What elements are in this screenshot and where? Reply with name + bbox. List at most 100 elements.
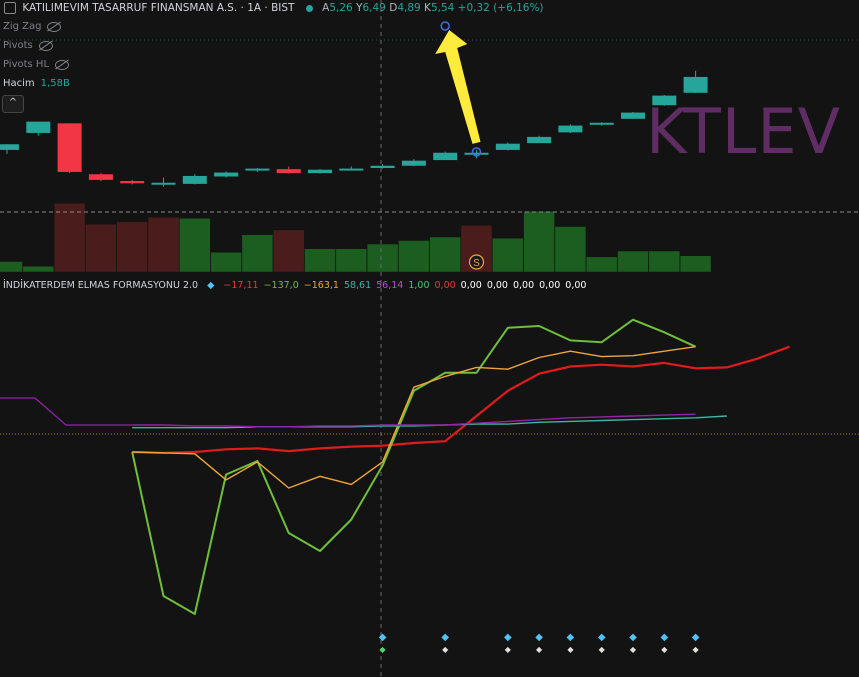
volume-label: Hacim — [3, 78, 35, 89]
candle-body — [0, 144, 19, 150]
candle-body — [88, 174, 113, 180]
series-purple — [132, 413, 696, 428]
candle-body — [652, 95, 677, 106]
overlay-label: Pivots HL — [3, 59, 50, 70]
candle-body — [214, 172, 239, 177]
indicator-title: İNDİKATERDEM ELMAS FORMASYONU 2.0 — [3, 280, 199, 291]
close-value: 5,54 — [430, 2, 455, 14]
volume-bar — [53, 202, 86, 273]
exchange-icon — [4, 2, 16, 14]
diamond-signal-marker: ◆ — [442, 645, 449, 654]
diamond-signal-icon: ◆ — [598, 632, 606, 643]
zigzag-point — [440, 21, 450, 31]
overlay-pivots-hl[interactable]: Pivots HL — [3, 59, 70, 70]
candle-body — [370, 165, 395, 169]
volume-value: 1,58B — [40, 78, 70, 89]
candle-body — [495, 143, 520, 150]
diamond-signal-marker: ◆ — [630, 645, 637, 654]
change-value: +0,32 (+6,16%) — [457, 2, 544, 14]
overlay-label: Zig Zag — [3, 21, 42, 32]
diamond-signal-icon: ◆ — [660, 632, 668, 643]
series-orange — [132, 346, 696, 489]
low-label: D — [389, 2, 398, 14]
series-purple-prefix — [0, 397, 133, 426]
diamond-signal-icon: ◆ — [441, 632, 449, 643]
volume-bar — [523, 211, 555, 273]
candle-body — [589, 122, 614, 125]
volume-bar — [116, 221, 148, 273]
volume-bar — [366, 243, 399, 273]
indicator-value: 1,00 — [408, 280, 430, 291]
candle-body — [683, 76, 708, 93]
low-value: 4,89 — [397, 2, 421, 14]
volume-bar — [0, 261, 23, 273]
diamond-signal-marker: ◆ — [380, 645, 387, 654]
diamond-signal-icon: ◆ — [629, 632, 637, 643]
indicator-value: 56,14 — [376, 280, 404, 291]
diamond-signal-marker: ◆ — [599, 645, 606, 654]
overlay-pivots[interactable]: Pivots — [3, 40, 53, 51]
diamond-signal-icon: ◆ — [567, 632, 575, 643]
candle-body — [308, 169, 332, 174]
zigzag-point — [471, 147, 482, 157]
collapse-button[interactable]: ^ — [2, 95, 24, 113]
annotation-arrow — [435, 30, 481, 144]
eye-off-icon[interactable] — [38, 40, 53, 51]
diamond-signal-icon: ◆ — [535, 632, 543, 643]
indicator-value: 0,00 — [512, 280, 535, 291]
volume-bar — [679, 255, 712, 273]
candle-body — [245, 168, 270, 171]
watermark: KTLEV — [646, 95, 841, 168]
series-green — [131, 318, 697, 615]
indicator-value: −137,0 — [263, 280, 299, 291]
candle-body — [527, 136, 552, 144]
candle-body — [339, 168, 364, 171]
series-red — [132, 345, 790, 454]
diamond-signal-icon: ◆ — [504, 632, 512, 643]
eye-off-icon[interactable] — [55, 59, 70, 70]
high-label: Y — [356, 2, 363, 14]
indicator-value: 0,00 — [565, 280, 587, 291]
sell-marker-label: S — [473, 258, 480, 269]
symbol-title[interactable]: KATILIMEVIM TASARRUF FINANSMAN A.S. · 1A… — [22, 2, 295, 14]
volume-bar — [179, 218, 211, 273]
diamond-signal-marker: ◆ — [693, 645, 700, 654]
volume-bar — [398, 240, 430, 273]
candle-body — [433, 152, 458, 161]
indicator-value: −17,11 — [223, 280, 259, 291]
close-label: K — [424, 2, 431, 14]
candle-body — [57, 123, 82, 172]
diamond-signal-marker: ◆ — [567, 645, 574, 654]
candle-body — [558, 125, 583, 133]
candle-body — [151, 182, 176, 185]
diamond-signal-marker: ◆ — [536, 645, 543, 654]
volume-bar — [554, 226, 587, 273]
volume-bar — [429, 236, 461, 273]
indicator-legend[interactable]: İNDİKATERDEM ELMAS FORMASYONU 2.0 ◆ −17,… — [3, 280, 591, 291]
chart-header: KATILIMEVIM TASARRUF FINANSMAN A.S. · 1A… — [4, 2, 544, 14]
candle-body — [182, 175, 207, 184]
indicator-values: −17,11 −137,0 −163,1 58,61 56,14 1,00 0,00 0,00… — [223, 280, 591, 291]
indicator-value: −163,1 — [303, 280, 339, 291]
high-value: 6,49 — [362, 2, 386, 14]
volume-bar — [272, 229, 305, 273]
eye-off-icon[interactable] — [47, 21, 62, 32]
indicator-value: 0,00 — [434, 280, 456, 291]
volume-bar — [617, 250, 649, 273]
indicator-value: 0,00 — [460, 280, 482, 291]
open-value: 5,26 — [329, 2, 353, 14]
volume-bar — [335, 248, 368, 273]
volume-bar — [210, 251, 242, 273]
volume-bar — [585, 256, 618, 273]
volume-bar — [492, 237, 524, 273]
overlay-zigzag[interactable]: Zig Zag — [3, 21, 62, 32]
candle-body — [26, 121, 51, 133]
diamond-signal-marker: ◆ — [505, 645, 512, 654]
diamond-signal-icon: ◆ — [692, 632, 700, 643]
volume-legend[interactable]: Hacim 1,58B — [3, 78, 70, 89]
volume-bar — [85, 223, 117, 273]
indicator-value: 0,00 — [539, 280, 561, 291]
sell-marker — [468, 254, 485, 270]
diamond-icon: ◆ — [207, 280, 215, 291]
